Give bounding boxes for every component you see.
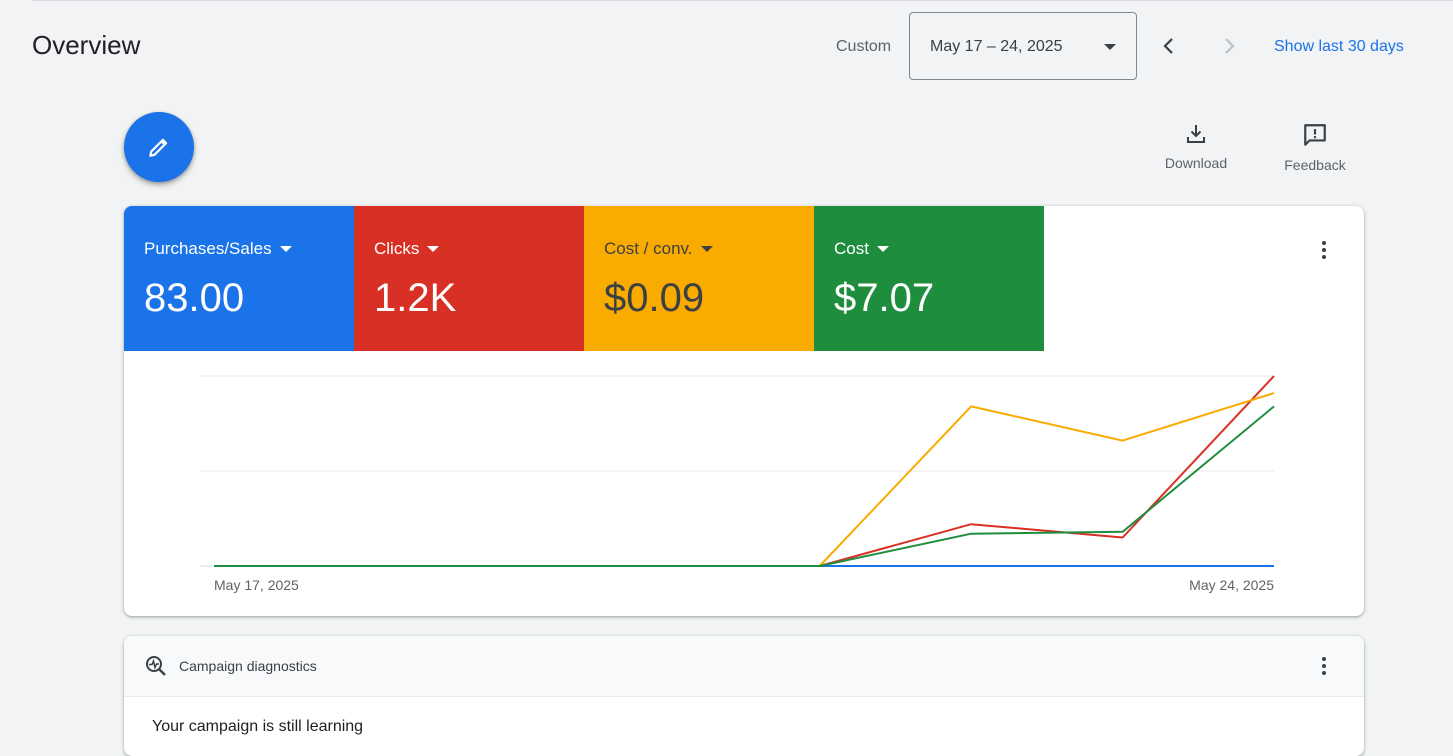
- metric-value: $7.07: [834, 276, 935, 320]
- metric-name: Clicks: [374, 239, 440, 259]
- metric-tile-cost[interactable]: Cost $7.07: [814, 206, 1044, 351]
- more-vert-icon[interactable]: [1312, 654, 1336, 678]
- dropdown-arrow-icon: [427, 246, 440, 252]
- date-range-value: May 17 – 24, 2025: [930, 38, 1063, 55]
- download-button[interactable]: Download: [1151, 122, 1241, 171]
- metric-name-text: Purchases/Sales: [144, 239, 272, 258]
- dropdown-arrow-icon: [876, 246, 889, 252]
- download-icon: [1187, 125, 1205, 143]
- show-last-30-days-link[interactable]: Show last 30 days: [1274, 38, 1404, 55]
- campaign-diagnostics-message: Your campaign is still learning: [152, 718, 364, 735]
- diagnostics-icon: [146, 656, 166, 676]
- metric-value: 1.2K: [374, 276, 457, 320]
- feedback-button[interactable]: Feedback: [1270, 122, 1360, 173]
- feedback-icon: [1304, 124, 1326, 146]
- metric-name-text: Cost / conv.: [604, 239, 693, 258]
- next-period-button[interactable]: [1211, 28, 1247, 64]
- chevron-right-icon: [1225, 38, 1235, 54]
- download-label: Download: [1164, 155, 1228, 171]
- metric-name: Purchases/Sales: [144, 239, 292, 259]
- line-chart: [200, 375, 1275, 567]
- metric-value: $0.09: [604, 276, 705, 320]
- dropdown-arrow-icon: [279, 246, 292, 252]
- campaign-diagnostics-card: Campaign diagnostics Your campaign is st…: [124, 636, 1364, 756]
- more-vert-icon: [1322, 241, 1326, 259]
- chevron-left-icon: [1163, 38, 1173, 54]
- metric-name-text: Clicks: [374, 239, 420, 258]
- date-range-select[interactable]: May 17 – 24, 2025: [909, 12, 1137, 80]
- top-divider: [32, 0, 1453, 1]
- performance-chart-card: Purchases/Sales 83.00 Clicks 1.2K Cost /…: [124, 206, 1364, 616]
- metric-tile-cost-per-conv[interactable]: Cost / conv. $0.09: [584, 206, 814, 351]
- pencil-icon: [149, 138, 168, 157]
- metric-name: Cost: [834, 239, 889, 259]
- metric-tile-clicks[interactable]: Clicks 1.2K: [354, 206, 584, 351]
- edit-button[interactable]: [124, 112, 194, 182]
- series-line-2: [214, 392, 1275, 567]
- metric-name-text: Cost: [834, 239, 869, 258]
- chart-more-options-button[interactable]: [1312, 238, 1336, 262]
- metric-value: 83.00: [144, 276, 245, 320]
- campaign-diagnostics-title: Campaign diagnostics: [179, 658, 317, 674]
- series-line-3: [214, 405, 1275, 567]
- date-range-type-label: Custom: [836, 38, 892, 55]
- page-title: Overview: [32, 30, 141, 60]
- x-axis-tick-end: May 24, 2025: [1189, 577, 1274, 593]
- campaign-diagnostics-header: Campaign diagnostics: [124, 636, 1364, 697]
- x-axis-tick-start: May 17, 2025: [214, 577, 299, 593]
- feedback-label: Feedback: [1284, 157, 1346, 173]
- chevron-down-icon: [1104, 44, 1116, 50]
- previous-period-button[interactable]: [1151, 28, 1187, 64]
- metric-name: Cost / conv.: [604, 239, 713, 259]
- metric-tile-purchases[interactable]: Purchases/Sales 83.00: [124, 206, 354, 351]
- dropdown-arrow-icon: [700, 246, 713, 252]
